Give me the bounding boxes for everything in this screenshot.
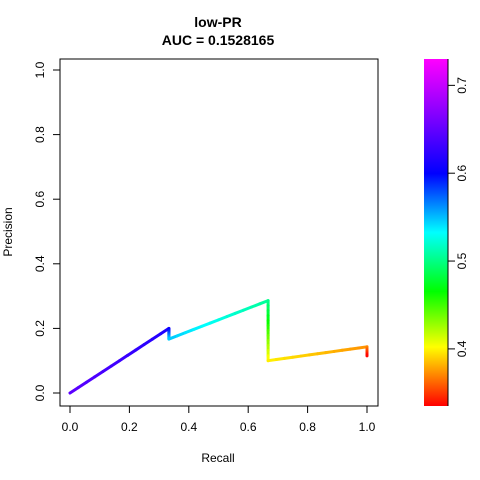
colorbar bbox=[424, 59, 448, 406]
colorbar-ticks: 0.4 0.5 0.6 0.7 bbox=[448, 77, 469, 357]
plot-frame bbox=[59, 58, 379, 407]
colorbar-tick-label: 0.5 bbox=[455, 252, 469, 269]
y-tick-label: 0.6 bbox=[33, 191, 47, 208]
curve-segment bbox=[68, 386, 80, 395]
curve-segment bbox=[117, 353, 130, 363]
chart-title: low-PR bbox=[194, 14, 241, 30]
curve-segment bbox=[134, 343, 146, 352]
y-tick-label: 0.4 bbox=[33, 255, 47, 272]
colorbar-tick-label: 0.6 bbox=[455, 165, 469, 182]
x-tick-label: 0.0 bbox=[62, 420, 79, 434]
x-tick-label: 0.8 bbox=[299, 420, 316, 434]
x-tick-label: 0.4 bbox=[180, 420, 197, 434]
x-tick-label: 1.0 bbox=[359, 420, 376, 434]
curve-segment bbox=[93, 369, 105, 379]
y-tick-label: 0.2 bbox=[33, 320, 47, 337]
colorbar-tick-label: 0.4 bbox=[455, 340, 469, 357]
colorbar-tick-label: 0.7 bbox=[455, 77, 469, 94]
x-tick-label: 0.2 bbox=[121, 420, 138, 434]
curve-segment bbox=[84, 375, 97, 384]
y-axis-label: Precision bbox=[1, 207, 15, 256]
x-axis-ticks: 0.0 0.2 0.4 0.6 0.8 1.0 bbox=[62, 406, 376, 434]
curve-segment bbox=[109, 359, 121, 368]
chart-subtitle: AUC = 0.1528165 bbox=[162, 32, 275, 48]
x-tick-label: 0.6 bbox=[240, 420, 257, 434]
curve-segment bbox=[101, 364, 113, 373]
curve-segment bbox=[126, 348, 138, 357]
x-axis-label: Recall bbox=[201, 451, 234, 465]
curve-segment bbox=[76, 380, 88, 390]
y-axis-ticks: 0.0 0.2 0.4 0.6 0.8 1.0 bbox=[33, 61, 60, 401]
pr-curve bbox=[68, 299, 369, 395]
y-tick-label: 0.0 bbox=[33, 384, 47, 401]
curve-segment bbox=[142, 337, 154, 347]
y-tick-label: 0.8 bbox=[33, 126, 47, 143]
y-tick-label: 1.0 bbox=[33, 61, 47, 78]
curve-segment bbox=[150, 332, 163, 341]
